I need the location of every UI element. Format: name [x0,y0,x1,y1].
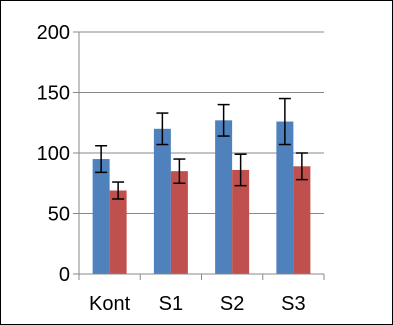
y-tick-label: 100 [37,143,70,165]
y-tick-label: 150 [37,83,70,105]
bar-series2-s1 [170,171,188,274]
bar-series2-s2 [232,169,250,274]
bar-series2-s3 [293,166,311,274]
x-tick-label: Kont [89,293,131,315]
bar-series1-s3 [276,121,294,274]
bar-series1-s1 [153,128,171,274]
bar-series1-s2 [215,120,233,274]
x-tick-label: S1 [159,293,183,315]
x-tick-label: S3 [281,293,305,315]
bars [92,97,311,274]
y-tick-label: 0 [59,264,70,286]
bar-series1-kont [92,159,110,274]
axes [78,32,324,275]
y-tick-label: 50 [48,204,70,226]
y-tick-label: 200 [37,22,70,44]
x-tick-label: S2 [220,293,244,315]
bar-series2-kont [109,190,127,274]
tick-labels: 0 50 100 150 200 Kont S1 S2 S3 [37,22,306,315]
